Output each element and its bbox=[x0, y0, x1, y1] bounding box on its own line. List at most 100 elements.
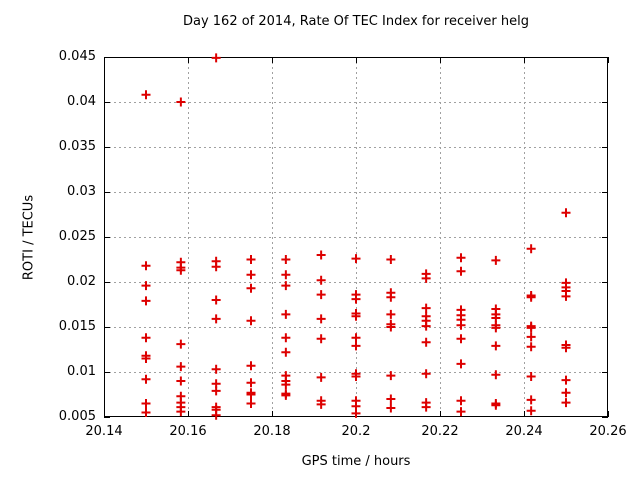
data-point bbox=[246, 255, 256, 264]
data-point bbox=[176, 407, 186, 417]
y-tick-label: 0.03 bbox=[67, 184, 96, 199]
data-point bbox=[526, 395, 536, 405]
data-point bbox=[246, 283, 256, 293]
x-tick-label: 20.16 bbox=[169, 424, 207, 439]
data-point bbox=[456, 359, 466, 369]
data-point bbox=[316, 314, 326, 324]
data-point bbox=[386, 292, 396, 302]
data-point bbox=[176, 362, 186, 372]
data-point bbox=[316, 334, 326, 344]
y-tick-label: 0.005 bbox=[58, 409, 96, 424]
data-point bbox=[456, 334, 466, 344]
data-point bbox=[491, 370, 501, 380]
data-point bbox=[526, 323, 536, 333]
data-point bbox=[316, 290, 326, 300]
data-point bbox=[456, 253, 466, 263]
data-point bbox=[491, 341, 501, 351]
data-point bbox=[211, 53, 221, 63]
data-point bbox=[456, 407, 466, 417]
data-point bbox=[386, 394, 396, 404]
data-point bbox=[176, 97, 186, 107]
data-point bbox=[316, 250, 326, 260]
data-point bbox=[561, 208, 571, 218]
data-point bbox=[456, 320, 466, 330]
data-point bbox=[281, 281, 291, 291]
data-point bbox=[491, 323, 501, 333]
x-axis-title: GPS time / hours bbox=[301, 454, 411, 469]
y-tick-label: 0.01 bbox=[67, 364, 96, 379]
data-point bbox=[351, 341, 361, 351]
data-point bbox=[281, 347, 291, 357]
data-point bbox=[141, 333, 151, 343]
data-point bbox=[456, 396, 466, 406]
data-point bbox=[246, 390, 256, 399]
data-point bbox=[281, 380, 291, 390]
data-point bbox=[351, 408, 361, 418]
data-point bbox=[421, 303, 431, 313]
data-point bbox=[421, 273, 431, 283]
data-point bbox=[386, 309, 396, 319]
data-point bbox=[456, 266, 466, 276]
data-point bbox=[141, 374, 151, 384]
data-point bbox=[211, 364, 221, 374]
data-point bbox=[281, 390, 291, 400]
data-point bbox=[386, 255, 396, 264]
y-tick-label: 0.025 bbox=[58, 229, 96, 244]
data-point bbox=[421, 337, 431, 347]
y-tick-label: 0.035 bbox=[58, 139, 96, 154]
data-point bbox=[561, 398, 571, 408]
data-point bbox=[281, 333, 291, 343]
data-point bbox=[316, 399, 326, 409]
data-point bbox=[386, 403, 396, 413]
data-point bbox=[246, 270, 256, 280]
data-point bbox=[246, 361, 256, 371]
y-tick-label: 0.04 bbox=[67, 94, 96, 109]
data-point bbox=[316, 275, 326, 285]
data-point bbox=[561, 388, 571, 398]
data-point bbox=[491, 255, 501, 265]
data-point bbox=[421, 369, 431, 379]
data-point bbox=[281, 309, 291, 319]
data-point bbox=[141, 261, 151, 271]
data-point bbox=[281, 255, 291, 264]
y-tick-label: 0.015 bbox=[58, 319, 96, 334]
data-point bbox=[351, 254, 361, 264]
data-point bbox=[246, 378, 256, 388]
data-point bbox=[141, 408, 151, 417]
data-point bbox=[386, 371, 396, 381]
data-point bbox=[141, 90, 151, 100]
x-tick-label: 20.22 bbox=[421, 424, 459, 439]
data-point bbox=[211, 314, 221, 324]
data-point bbox=[176, 339, 186, 349]
data-point bbox=[351, 311, 361, 321]
data-point bbox=[281, 270, 291, 280]
data-point bbox=[141, 399, 151, 408]
data-point bbox=[176, 376, 186, 386]
y-tick-label: 0.02 bbox=[67, 274, 96, 289]
data-point bbox=[421, 402, 431, 412]
data-point bbox=[421, 321, 431, 331]
data-point bbox=[176, 265, 186, 275]
data-point bbox=[351, 294, 361, 304]
x-tick-label: 20.26 bbox=[589, 424, 627, 439]
data-point bbox=[526, 342, 536, 352]
data-point bbox=[211, 386, 221, 396]
data-point bbox=[211, 262, 221, 272]
data-point bbox=[351, 333, 361, 343]
data-point bbox=[491, 400, 501, 410]
data-point bbox=[246, 399, 256, 408]
x-tick-label: 20.24 bbox=[505, 424, 543, 439]
chart-title: Day 162 of 2014, Rate Of TEC Index for r… bbox=[182, 14, 530, 29]
data-point bbox=[351, 372, 361, 381]
data-point bbox=[561, 375, 571, 385]
data-point bbox=[316, 372, 326, 382]
data-point bbox=[386, 322, 396, 332]
data-point bbox=[246, 316, 256, 326]
data-point bbox=[561, 343, 571, 353]
data-point bbox=[141, 281, 151, 291]
x-tick-label: 20.18 bbox=[253, 424, 291, 439]
data-point bbox=[211, 295, 221, 305]
data-point bbox=[526, 292, 536, 302]
